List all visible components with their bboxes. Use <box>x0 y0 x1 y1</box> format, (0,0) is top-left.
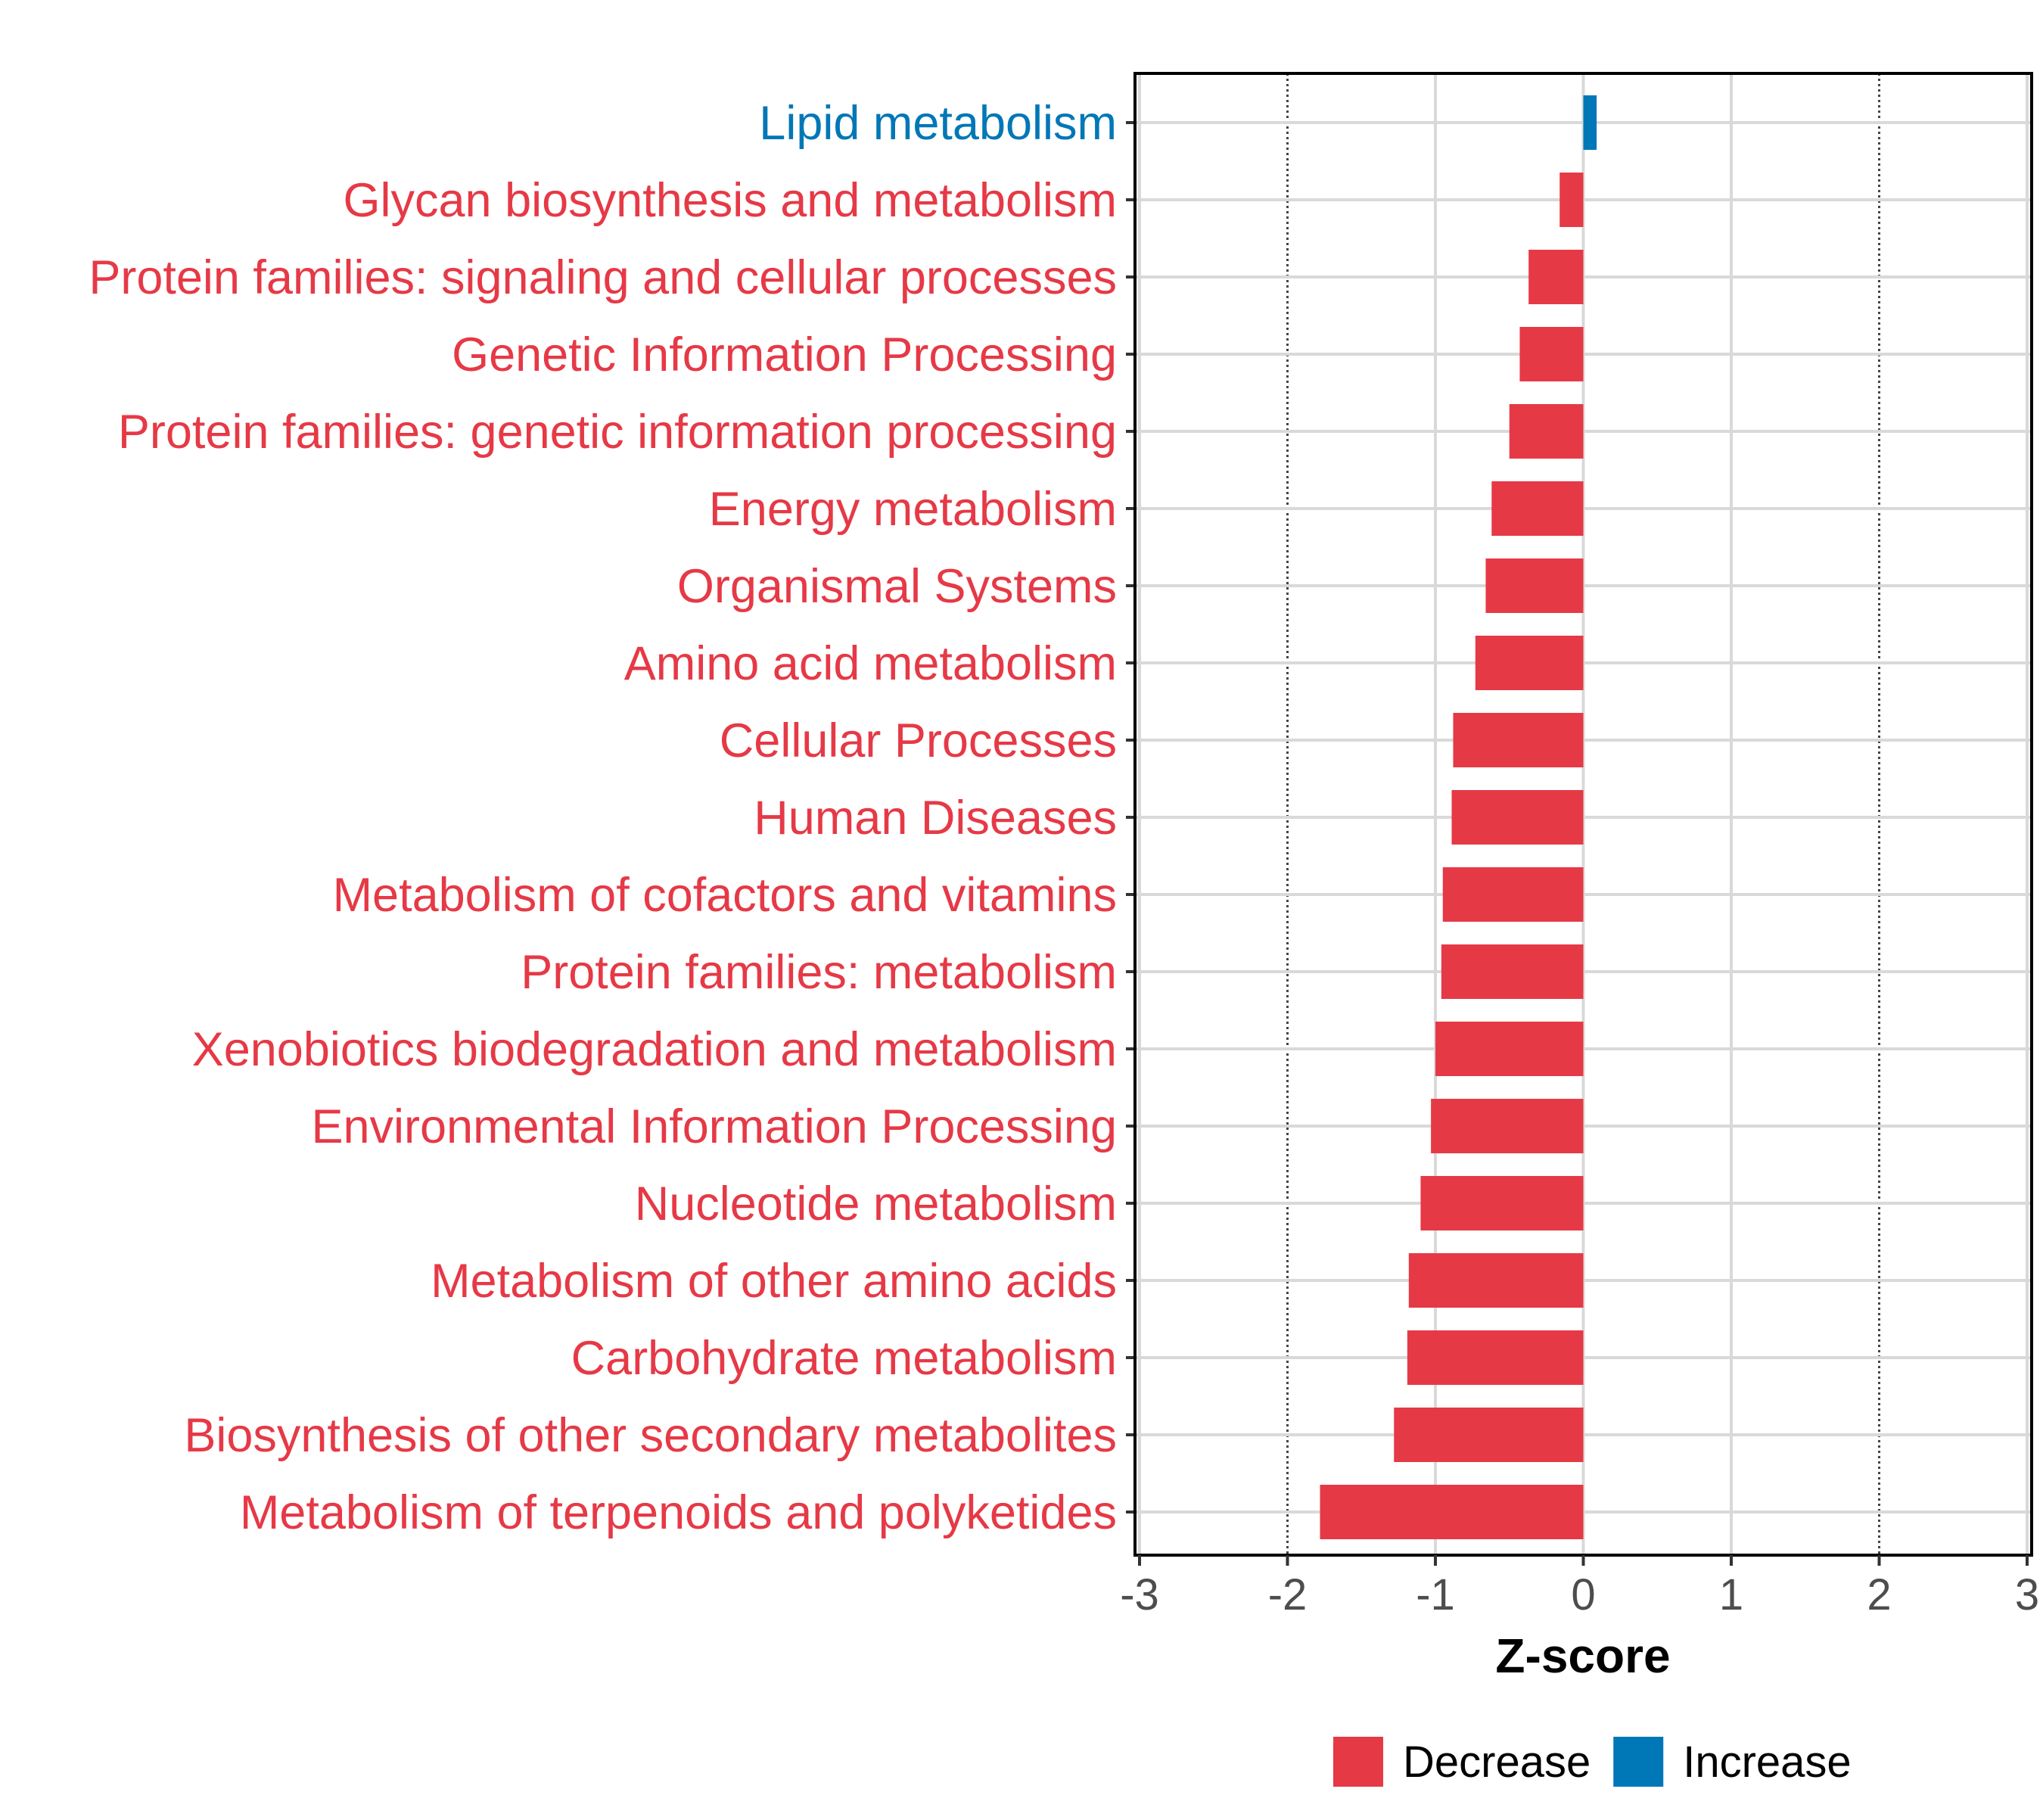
category-label: Genetic Information Processing <box>452 328 1117 381</box>
legend-label: Increase <box>1683 1738 1851 1787</box>
bar <box>1394 1408 1584 1462</box>
category-label: Environmental Information Processing <box>311 1100 1117 1153</box>
bar <box>1491 481 1584 536</box>
axis-layer: Lipid metabolism Glycan biosynthesis and … <box>89 72 2039 1619</box>
category-label: Protein families: genetic information pr… <box>118 406 1117 459</box>
x-tick-label: -3 <box>1120 1570 1159 1619</box>
legend-key <box>1333 1737 1383 1787</box>
bar <box>1559 173 1584 227</box>
category-label: Amino acid metabolism <box>624 637 1117 690</box>
category-label: Metabolism of terpenoids and polyketides <box>240 1486 1117 1539</box>
bar-layer <box>1320 95 1597 1539</box>
category-label: Metabolism of other amino acids <box>431 1255 1117 1308</box>
bar <box>1442 867 1584 922</box>
bar <box>1420 1176 1584 1230</box>
x-tick-label: -2 <box>1268 1570 1308 1619</box>
bar <box>1509 404 1584 459</box>
bar <box>1583 95 1597 150</box>
bar <box>1475 636 1584 690</box>
x-tick-label: 2 <box>1867 1570 1891 1619</box>
category-label: Protein families: metabolism <box>521 946 1117 999</box>
category-label: Protein families: signaling and cellular… <box>89 251 1117 304</box>
bar <box>1451 790 1584 845</box>
category-label: Organismal Systems <box>677 560 1117 613</box>
bar <box>1408 1253 1584 1308</box>
x-axis-title: Z-score <box>1495 1629 1670 1683</box>
category-label: Biosynthesis of other secondary metaboli… <box>184 1409 1117 1462</box>
bar <box>1320 1485 1584 1539</box>
category-label: Nucleotide metabolism <box>635 1178 1117 1230</box>
category-label: Cellular Processes <box>720 714 1117 767</box>
bar <box>1435 1022 1584 1076</box>
category-label: Carbohydrate metabolism <box>571 1332 1117 1385</box>
x-tick-label: 1 <box>1719 1570 1743 1619</box>
bar <box>1453 713 1584 767</box>
category-label: Energy metabolism <box>709 483 1117 536</box>
legend: Decrease Increase <box>1333 1737 1852 1787</box>
legend-label: Decrease <box>1403 1738 1591 1787</box>
category-label: Xenobiotics biodegradation and metabolis… <box>192 1023 1117 1076</box>
category-label: Metabolism of cofactors and vitamins <box>333 869 1117 922</box>
x-tick-label: 0 <box>1571 1570 1595 1619</box>
category-label: Lipid metabolism <box>759 97 1117 150</box>
category-label: Human Diseases <box>754 792 1117 845</box>
bar <box>1407 1330 1584 1385</box>
bar <box>1519 327 1584 381</box>
bar <box>1485 558 1584 613</box>
bar <box>1441 944 1584 999</box>
x-tick-label: 3 <box>2015 1570 2039 1619</box>
x-tick-label: -1 <box>1416 1570 1455 1619</box>
category-label: Glycan biosynthesis and metabolism <box>344 174 1118 227</box>
bar <box>1528 250 1584 304</box>
bar <box>1431 1099 1584 1153</box>
legend-key <box>1613 1737 1664 1787</box>
